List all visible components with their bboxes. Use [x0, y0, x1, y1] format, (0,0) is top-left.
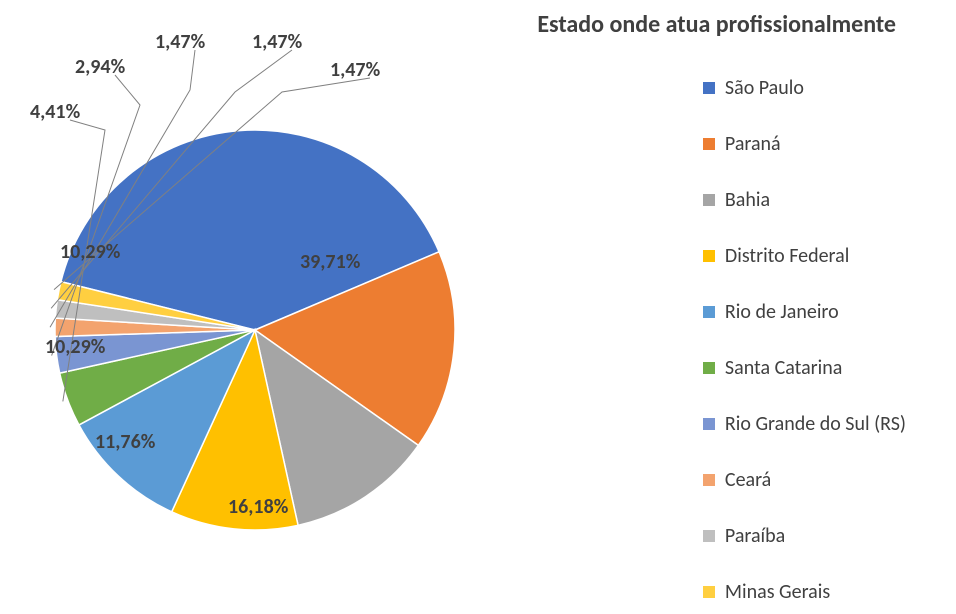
legend-item: Paraná: [703, 126, 906, 162]
legend-label: Rio Grande do Sul (RS): [725, 412, 906, 436]
legend-label: Santa Catarina: [725, 356, 842, 380]
slice-label: 2,94%: [75, 55, 125, 79]
legend-item: São Paulo: [703, 70, 906, 106]
legend-label: Paraná: [725, 132, 781, 156]
legend-item: Santa Catarina: [703, 350, 906, 386]
slice-label: 16,18%: [228, 495, 288, 519]
legend-swatch: [703, 82, 715, 94]
legend-item: Bahia: [703, 182, 906, 218]
slice-label: 10,29%: [45, 335, 105, 359]
legend-label: Ceará: [725, 468, 771, 492]
legend-item: Distrito Federal: [703, 238, 906, 274]
chart-legend: São Paulo Paraná Bahia Distrito Federal Rio …: [703, 70, 906, 614]
legend-item: Rio Grande do Sul (RS): [703, 406, 906, 442]
legend-item: Minas Gerais: [703, 574, 906, 610]
legend-swatch: [703, 530, 715, 542]
legend-swatch: [703, 306, 715, 318]
legend-swatch: [703, 418, 715, 430]
legend-label: Minas Gerais: [725, 580, 830, 604]
legend-item: Ceará: [703, 462, 906, 498]
legend-label: Distrito Federal: [725, 244, 849, 268]
slice-label: 10,29%: [60, 240, 120, 264]
legend-swatch: [703, 250, 715, 262]
legend-swatch: [703, 194, 715, 206]
slice-label: 39,71%: [300, 250, 360, 274]
legend-item: Paraíba: [703, 518, 906, 554]
slice-label: 1,47%: [155, 30, 205, 54]
slice-label: 4,41%: [30, 100, 80, 124]
legend-label: Rio de Janeiro: [725, 300, 839, 324]
legend-swatch: [703, 586, 715, 598]
legend-swatch: [703, 362, 715, 374]
legend-swatch: [703, 474, 715, 486]
legend-label: Paraíba: [725, 524, 785, 548]
pie-chart-container: Estado onde atua profissionalmente São P…: [0, 0, 956, 600]
slice-label: 11,76%: [95, 430, 155, 454]
slice-label: 1,47%: [330, 58, 380, 82]
legend-label: São Paulo: [725, 76, 804, 100]
legend-item: Rio de Janeiro: [703, 294, 906, 330]
slice-label: 1,47%: [252, 30, 302, 54]
legend-label: Bahia: [725, 188, 770, 212]
legend-swatch: [703, 138, 715, 150]
